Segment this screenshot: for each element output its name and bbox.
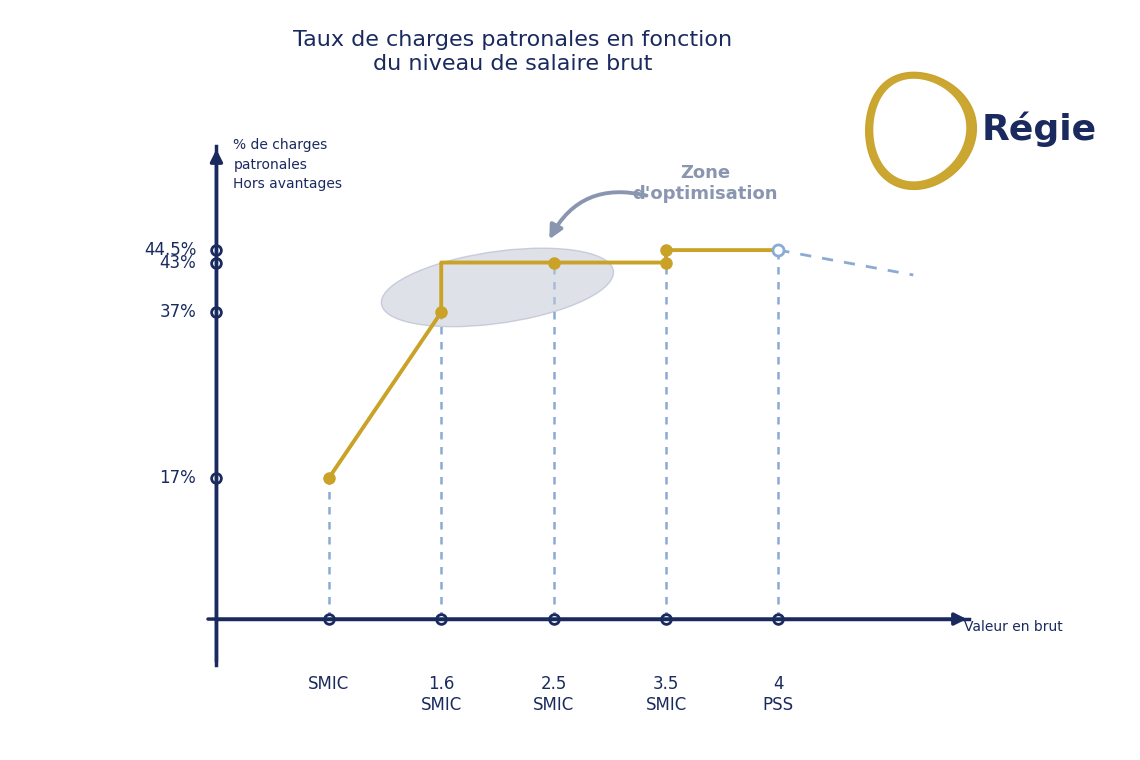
Polygon shape [865,72,976,189]
Text: 43%: 43% [160,254,196,271]
Text: % de charges
patronales
Hors avantages: % de charges patronales Hors avantages [234,138,342,192]
Text: 17%: 17% [160,469,196,487]
Text: 2.5
SMIC: 2.5 SMIC [534,676,575,714]
Text: Taux de charges patronales en fonction
du niveau de salaire brut: Taux de charges patronales en fonction d… [293,30,733,74]
Text: Zone
d'optimisation: Zone d'optimisation [633,164,779,203]
Text: 3.5
SMIC: 3.5 SMIC [645,676,686,714]
Text: SMIC: SMIC [308,676,350,693]
Ellipse shape [381,249,613,327]
Text: Valeur en brut: Valeur en brut [963,620,1062,635]
Text: 37%: 37% [160,303,196,321]
Text: 44.5%: 44.5% [144,241,196,259]
Text: Régie: Régie [982,112,1097,147]
Text: 4
PSS: 4 PSS [763,676,793,714]
Text: 1.6
SMIC: 1.6 SMIC [421,676,462,714]
Polygon shape [874,80,966,181]
